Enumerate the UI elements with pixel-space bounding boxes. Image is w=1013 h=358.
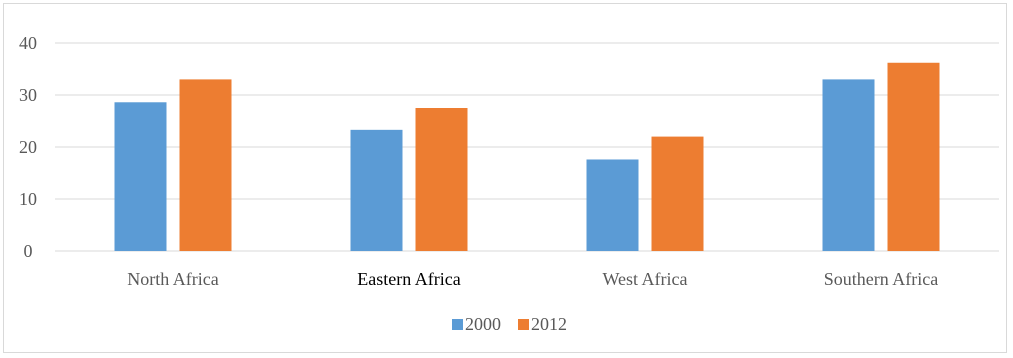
category-label: West Africa	[602, 269, 687, 289]
x-axis-categories: North Africa Eastern Africa West Africa Sou…	[127, 269, 938, 289]
y-axis-ticks: 0 10 20 30 40	[19, 33, 37, 261]
bar-2012-north-africa	[179, 79, 232, 252]
category-label: Eastern Africa	[357, 269, 460, 289]
bar-2012-eastern-africa	[415, 108, 468, 251]
bars	[114, 62, 940, 252]
category-label: Southern Africa	[824, 269, 938, 289]
y-tick-label: 20	[19, 137, 37, 157]
y-tick-label: 40	[19, 33, 37, 53]
legend-label: 2000	[465, 314, 501, 334]
legend-label: 2012	[531, 314, 567, 334]
y-tick-label: 10	[19, 189, 37, 209]
category-label: North Africa	[127, 269, 218, 289]
bar-2012-southern-africa	[887, 62, 940, 252]
bar-2000-north-africa	[114, 102, 167, 251]
bar-2000-southern-africa	[822, 79, 875, 252]
legend: 2000 2012	[452, 314, 567, 334]
y-tick-label: 0	[24, 241, 33, 261]
bar-2012-west-africa	[651, 136, 704, 251]
bar-2000-eastern-africa	[350, 129, 403, 251]
legend-swatch	[518, 319, 529, 330]
bar-2000-west-africa	[586, 159, 639, 251]
y-tick-label: 30	[19, 85, 37, 105]
legend-swatch	[452, 319, 463, 330]
